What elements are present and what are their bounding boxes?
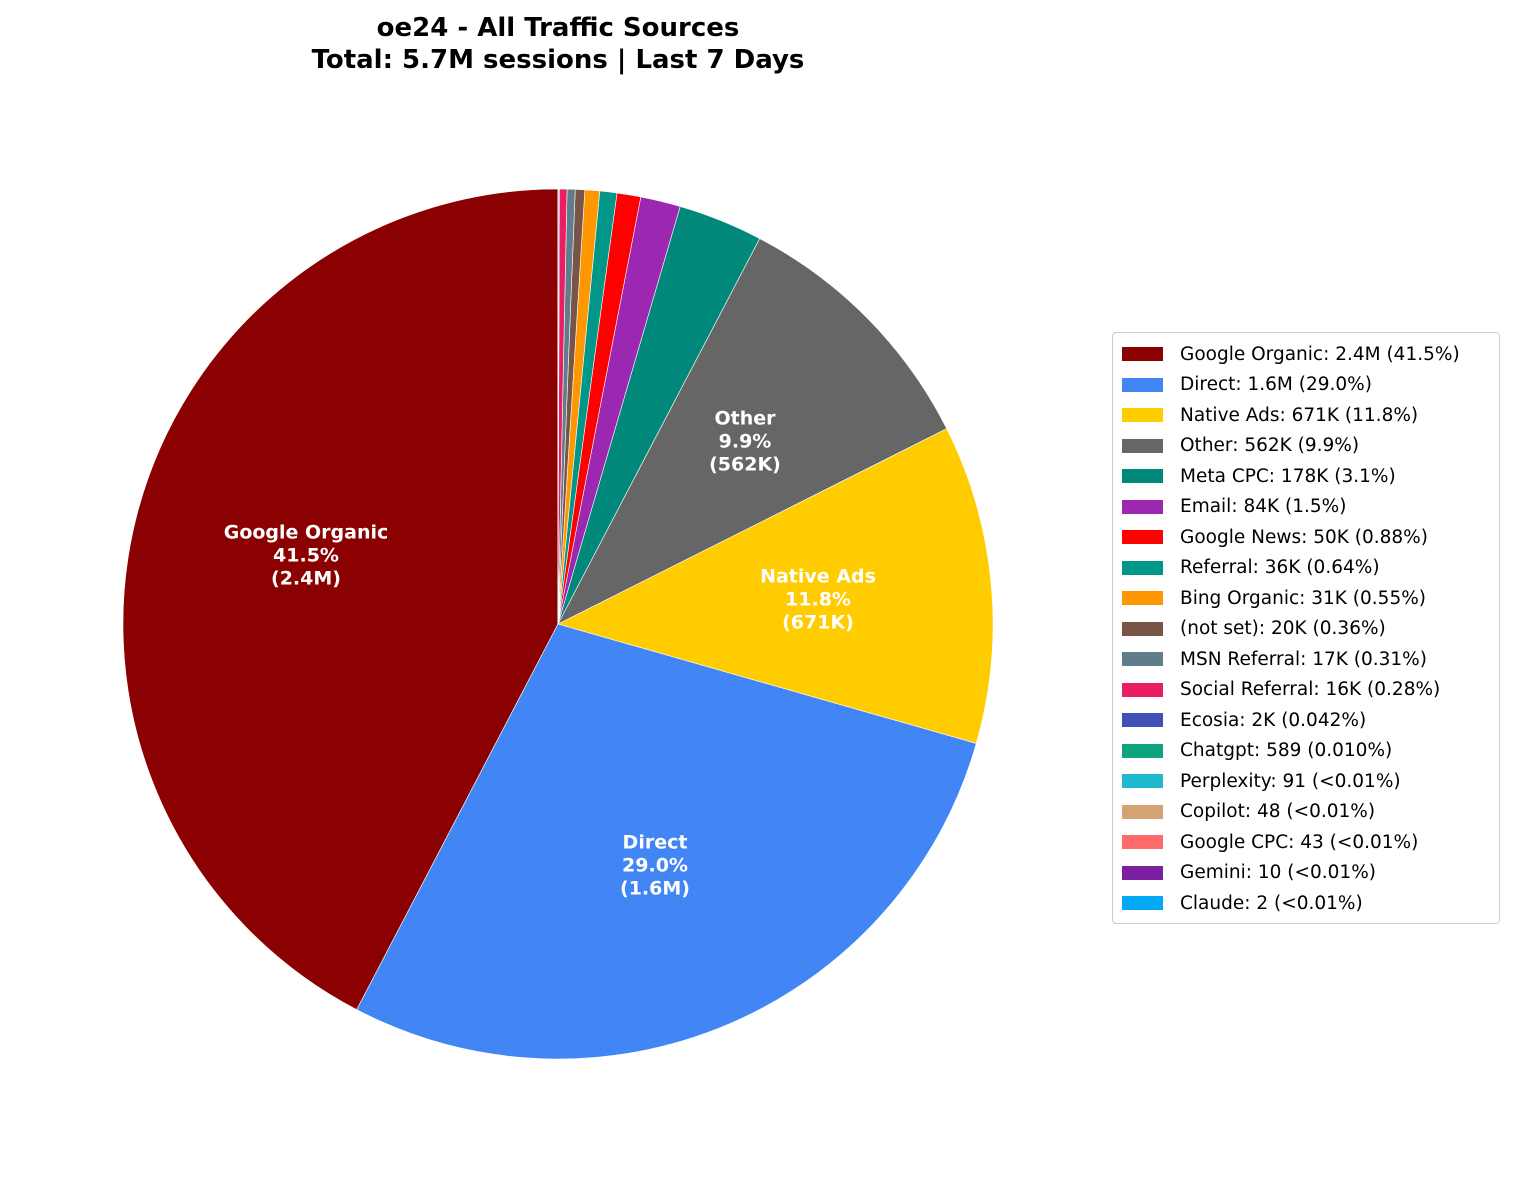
legend-item: Direct: 1.6M (29.0%): [1113, 370, 1499, 401]
legend-label: Copilot: 48 (<0.01%): [1180, 801, 1376, 823]
slice-label-other: Other 9.9% (562K): [709, 408, 781, 477]
legend-label: Ecosia: 2K (0.042%): [1180, 709, 1367, 731]
legend-item: Meta CPC: 178K (3.1%): [1113, 461, 1499, 492]
legend-label: Social Referral: 16K (0.28%): [1180, 679, 1441, 701]
slice-label-pct: 29.0%: [622, 854, 688, 877]
legend-label: Direct: 1.6M (29.0%): [1180, 374, 1372, 396]
legend-swatch: [1122, 743, 1163, 758]
legend-swatch: [1122, 530, 1163, 545]
chart-title-line2: Total: 5.7M sessions | Last 7 Days: [311, 45, 805, 75]
legend-swatch: [1122, 499, 1163, 514]
slice-label-native-ads: Native Ads 11.8% (671K): [760, 566, 876, 635]
legend-item: Google Organic: 2.4M (41.5%): [1113, 339, 1499, 370]
pie-slice-other: [557, 238, 948, 625]
slice-label-pct: 11.8%: [785, 588, 851, 611]
slice-label-pct: 41.5%: [273, 544, 339, 567]
legend-item: Copilot: 48 (<0.01%): [1113, 797, 1499, 828]
legend-item: Google News: 50K (0.88%): [1113, 522, 1499, 553]
slice-label-value: (2.4M): [271, 567, 341, 590]
chart-legend: Google Organic: 2.4M (41.5%) Direct: 1.6M…: [1112, 332, 1500, 924]
slice-label-name: Google Organic: [223, 521, 389, 544]
legend-item: Social Referral: 16K (0.28%): [1113, 675, 1499, 706]
legend-item: Perplexity: 91 (<0.01%): [1113, 766, 1499, 797]
slice-label-value: (562K): [709, 453, 781, 476]
slice-label-value: (1.6M): [620, 877, 690, 900]
legend-label: Referral: 36K (0.64%): [1180, 557, 1380, 579]
slice-label-direct: Direct 29.0% (1.6M): [620, 832, 690, 901]
legend-swatch: [1122, 713, 1163, 728]
legend-label: Bing Organic: 31K (0.55%): [1180, 587, 1427, 609]
legend-swatch: [1122, 896, 1163, 911]
legend-label: Claude: 2 (<0.01%): [1180, 892, 1363, 914]
legend-item: Chatgpt: 589 (0.010%): [1113, 736, 1499, 767]
legend-swatch: [1122, 652, 1163, 667]
legend-swatch: [1122, 865, 1163, 880]
legend-item: (not set): 20K (0.36%): [1113, 614, 1499, 645]
legend-item: Google CPC: 43 (<0.01%): [1113, 827, 1499, 858]
legend-label: Meta CPC: 178K (3.1%): [1180, 465, 1396, 487]
pie-slice-google-organic: [122, 188, 559, 1011]
legend-label: Google CPC: 43 (<0.01%): [1180, 831, 1419, 853]
legend-label: Native Ads: 671K (11.8%): [1180, 404, 1419, 426]
legend-swatch: [1122, 377, 1163, 392]
legend-label: Chatgpt: 589 (0.010%): [1180, 740, 1393, 762]
legend-item: Ecosia: 2K (0.042%): [1113, 705, 1499, 736]
chart-title: oe24 - All Traffic Sources Total: 5.7M s…: [0, 12, 1116, 76]
legend-swatch: [1122, 835, 1163, 850]
legend-label: MSN Referral: 17K (0.31%): [1180, 648, 1427, 670]
legend-swatch: [1122, 408, 1163, 423]
slice-label-google-organic: Google Organic 41.5% (2.4M): [224, 522, 389, 591]
legend-item: Gemini: 10 (<0.01%): [1113, 858, 1499, 889]
legend-item: Native Ads: 671K (11.8%): [1113, 400, 1499, 431]
legend-item: Referral: 36K (0.64%): [1113, 553, 1499, 584]
pie-slice-native-ads: [557, 428, 994, 744]
legend-item: Bing Organic: 31K (0.55%): [1113, 583, 1499, 614]
legend-label: Gemini: 10 (<0.01%): [1180, 862, 1376, 884]
legend-swatch: [1122, 804, 1163, 819]
slice-label-pct: 9.9%: [718, 430, 772, 453]
legend-swatch: [1122, 682, 1163, 697]
legend-swatch: [1122, 591, 1163, 606]
legend-label: Perplexity: 91 (<0.01%): [1180, 770, 1401, 792]
legend-label: Other: 562K (9.9%): [1180, 435, 1360, 457]
legend-item: Email: 84K (1.5%): [1113, 492, 1499, 523]
slice-label-name: Direct: [622, 831, 688, 854]
legend-swatch: [1122, 438, 1163, 453]
legend-swatch: [1122, 621, 1163, 636]
legend-swatch: [1122, 560, 1163, 575]
slice-label-value: (671K): [782, 611, 854, 634]
legend-item: Claude: 2 (<0.01%): [1113, 888, 1499, 919]
legend-label: (not set): 20K (0.36%): [1180, 618, 1386, 640]
legend-swatch: [1122, 774, 1163, 789]
legend-item: MSN Referral: 17K (0.31%): [1113, 644, 1499, 675]
legend-label: Email: 84K (1.5%): [1180, 496, 1347, 518]
slice-label-name: Native Ads: [760, 565, 876, 588]
legend-label: Google News: 50K (0.88%): [1180, 526, 1428, 548]
legend-label: Google Organic: 2.4M (41.5%): [1180, 343, 1460, 365]
legend-item: Other: 562K (9.9%): [1113, 431, 1499, 462]
legend-swatch: [1122, 469, 1163, 484]
slice-label-name: Other: [714, 407, 776, 430]
pie-slice-direct: [356, 623, 977, 1060]
chart-title-line1: oe24 - All Traffic Sources: [376, 13, 740, 43]
legend-swatch: [1122, 347, 1163, 362]
